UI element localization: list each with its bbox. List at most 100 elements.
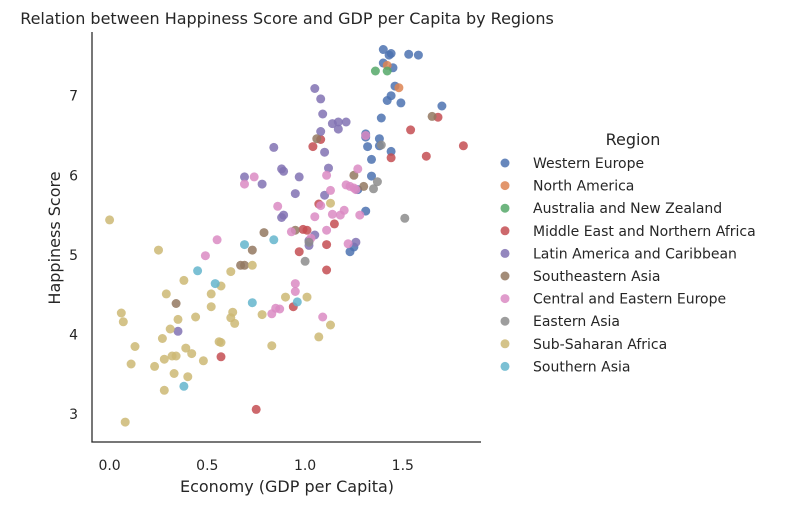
data-point xyxy=(396,98,406,108)
data-point xyxy=(191,312,201,322)
x-tick-label: 0.5 xyxy=(196,458,218,474)
data-point xyxy=(324,163,333,173)
data-point xyxy=(126,359,136,369)
data-point xyxy=(193,266,203,276)
data-point xyxy=(361,131,371,140)
data-point xyxy=(120,417,130,427)
data-point xyxy=(281,292,290,302)
data-point xyxy=(116,308,126,318)
data-point xyxy=(427,111,437,121)
legend-items: Western Europe North America Australia and… xyxy=(500,156,756,375)
data-point xyxy=(333,124,343,134)
data-point xyxy=(257,179,267,189)
legend-label: North America xyxy=(533,179,634,195)
data-point xyxy=(294,172,304,182)
data-point xyxy=(404,49,414,59)
data-point xyxy=(240,172,249,182)
data-point xyxy=(290,287,300,296)
data-point xyxy=(335,210,345,220)
data-point xyxy=(216,352,226,362)
legend-marker xyxy=(500,203,510,213)
data-point xyxy=(376,113,386,123)
data-point xyxy=(267,309,277,319)
data-point xyxy=(320,147,330,157)
series-2 xyxy=(370,66,392,76)
data-point xyxy=(316,127,326,136)
legend-label: Latin America and Caribbean xyxy=(533,246,737,262)
data-point xyxy=(400,213,410,223)
data-point xyxy=(316,94,326,104)
data-point xyxy=(273,201,283,211)
data-point xyxy=(351,185,361,195)
data-point xyxy=(105,215,115,225)
data-point xyxy=(308,142,318,152)
data-point xyxy=(382,96,392,105)
data-point xyxy=(251,404,261,414)
data-point xyxy=(372,177,382,187)
data-point xyxy=(210,279,220,289)
legend-label: Middle East and Northern Africa xyxy=(533,224,756,240)
x-tick-label: 1.0 xyxy=(294,458,316,474)
data-point xyxy=(157,334,167,343)
data-point xyxy=(171,299,181,308)
x-axis-ticks: 0.0 0.5 1.0 1.5 xyxy=(98,458,413,474)
data-point xyxy=(173,326,183,336)
data-point xyxy=(318,312,328,322)
data-point xyxy=(159,385,169,395)
data-point xyxy=(333,117,343,127)
legend-marker xyxy=(500,271,510,281)
data-point xyxy=(290,189,300,199)
series-5 xyxy=(171,111,437,308)
data-point xyxy=(300,256,310,266)
data-point xyxy=(382,66,392,76)
data-point xyxy=(187,349,197,359)
series-6 xyxy=(200,131,371,322)
data-point xyxy=(326,185,335,195)
y-axis-ticks: 3 4 5 6 7 xyxy=(69,89,78,423)
data-point xyxy=(290,279,300,289)
data-point xyxy=(406,125,416,135)
y-tick-label: 3 xyxy=(69,407,78,423)
data-point xyxy=(154,245,163,255)
legend-label: Southern Asia xyxy=(533,359,630,375)
data-point xyxy=(200,251,210,261)
data-point xyxy=(355,210,365,220)
legend-marker xyxy=(500,181,510,191)
legend-label: Western Europe xyxy=(533,156,644,172)
data-point xyxy=(376,140,386,150)
legend-marker xyxy=(500,158,510,168)
data-point xyxy=(159,354,169,364)
data-point xyxy=(150,361,160,371)
data-point xyxy=(370,66,380,76)
data-point xyxy=(359,181,369,191)
data-point xyxy=(378,45,388,54)
data-point xyxy=(369,184,378,194)
y-tick-label: 7 xyxy=(69,89,78,105)
data-point xyxy=(181,343,191,353)
data-point xyxy=(367,154,376,164)
legend-marker xyxy=(500,294,510,304)
data-point xyxy=(247,260,257,270)
data-point xyxy=(341,117,351,127)
data-point xyxy=(226,267,236,277)
data-point xyxy=(326,198,335,208)
data-point xyxy=(269,235,279,245)
data-point xyxy=(247,298,257,308)
data-point xyxy=(322,225,332,235)
data-point xyxy=(322,240,332,250)
data-point xyxy=(458,141,468,151)
data-point xyxy=(118,317,128,327)
legend-label: Australia and New Zealand xyxy=(533,201,722,217)
series-3 xyxy=(216,112,468,414)
legend-title: Region xyxy=(606,130,661,149)
legend-marker xyxy=(500,361,510,371)
data-point xyxy=(279,210,289,220)
data-point xyxy=(240,179,249,189)
y-tick-label: 6 xyxy=(69,168,78,184)
series-8 xyxy=(105,198,335,427)
legend-marker xyxy=(500,316,510,326)
y-tick-label: 5 xyxy=(69,248,78,264)
data-point xyxy=(259,228,269,238)
data-point xyxy=(236,260,246,270)
data-point xyxy=(353,164,363,174)
